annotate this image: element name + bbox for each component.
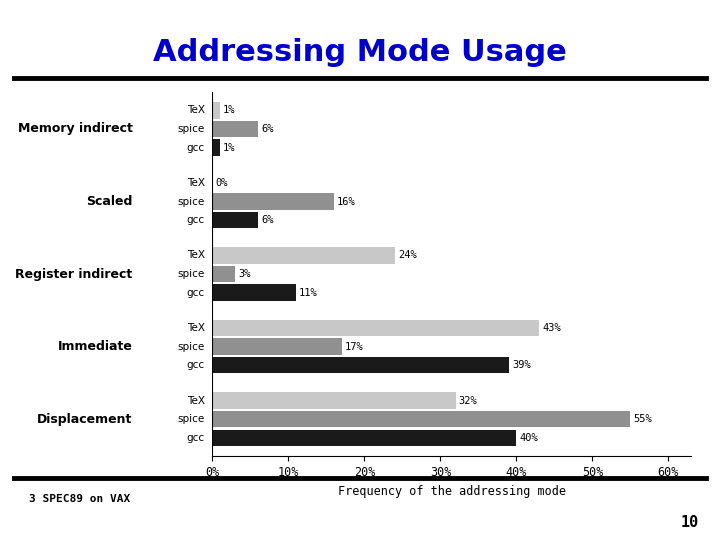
Text: 11%: 11% <box>299 288 318 298</box>
Text: 3 SPEC89 on VAX: 3 SPEC89 on VAX <box>29 495 130 504</box>
Text: 1%: 1% <box>223 143 235 153</box>
Text: Scaled: Scaled <box>86 195 132 208</box>
Bar <box>212 247 395 264</box>
Text: TeX: TeX <box>186 323 204 333</box>
Bar <box>212 339 341 355</box>
Text: gcc: gcc <box>186 215 204 225</box>
Text: 0%: 0% <box>215 178 228 188</box>
Text: spice: spice <box>178 342 204 352</box>
Text: Register indirect: Register indirect <box>15 267 132 281</box>
Text: 10: 10 <box>680 515 698 530</box>
Text: Memory indirect: Memory indirect <box>18 123 132 136</box>
Bar <box>212 139 220 156</box>
Bar <box>212 429 516 446</box>
Bar <box>212 357 509 373</box>
Text: 40%: 40% <box>519 433 538 443</box>
Text: Immediate: Immediate <box>58 340 132 353</box>
Text: gcc: gcc <box>186 433 204 443</box>
Text: TeX: TeX <box>186 395 204 406</box>
Text: gcc: gcc <box>186 143 204 153</box>
Text: 6%: 6% <box>261 124 274 134</box>
Bar <box>212 320 539 336</box>
Text: 43%: 43% <box>542 323 561 333</box>
Bar <box>212 121 258 137</box>
Text: 32%: 32% <box>459 395 477 406</box>
Text: 1%: 1% <box>223 105 235 116</box>
Text: 3%: 3% <box>238 269 251 279</box>
Text: TeX: TeX <box>186 178 204 188</box>
Text: TeX: TeX <box>186 105 204 116</box>
X-axis label: Frequency of the addressing mode: Frequency of the addressing mode <box>338 484 566 497</box>
Bar <box>212 102 220 119</box>
Text: 39%: 39% <box>512 360 531 370</box>
Text: spice: spice <box>178 414 204 424</box>
Text: 17%: 17% <box>345 342 364 352</box>
Text: gcc: gcc <box>186 360 204 370</box>
Text: gcc: gcc <box>186 288 204 298</box>
Text: 55%: 55% <box>634 414 652 424</box>
Text: Addressing Mode Usage: Addressing Mode Usage <box>153 38 567 67</box>
Bar <box>212 411 631 427</box>
Bar <box>212 266 235 282</box>
Text: 24%: 24% <box>398 251 417 260</box>
Bar <box>212 212 258 228</box>
Text: spice: spice <box>178 197 204 206</box>
Bar <box>212 193 334 210</box>
Text: spice: spice <box>178 124 204 134</box>
Text: 16%: 16% <box>337 197 356 206</box>
Text: 6%: 6% <box>261 215 274 225</box>
Text: Displacement: Displacement <box>37 413 132 426</box>
Bar <box>212 393 456 409</box>
Bar <box>212 285 296 301</box>
Text: spice: spice <box>178 269 204 279</box>
Text: TeX: TeX <box>186 251 204 260</box>
